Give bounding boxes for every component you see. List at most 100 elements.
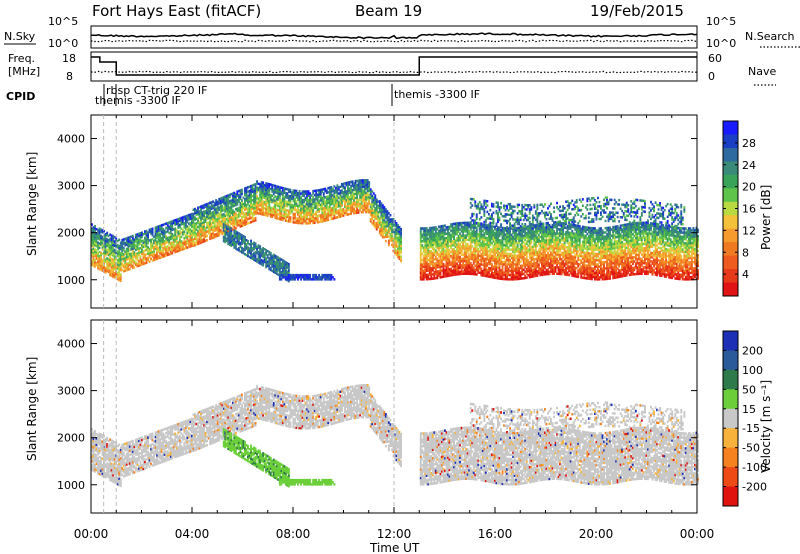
- power-cell: [504, 263, 507, 266]
- power-cell: [215, 226, 218, 230]
- power-cell: [133, 238, 136, 241]
- power-cell: [95, 253, 98, 256]
- power-cell: [215, 218, 218, 221]
- freq-label-line1: Freq.: [8, 52, 35, 65]
- power-cell: [119, 269, 122, 272]
- power-cell: [154, 228, 157, 231]
- power-cell: [386, 229, 389, 232]
- power-cell: [507, 227, 510, 230]
- power-cell: [103, 230, 105, 233]
- power-cell: [284, 194, 287, 197]
- power-cell: [498, 206, 501, 209]
- power-cell: [377, 223, 380, 227]
- power-cell: [457, 228, 460, 231]
- power-cell: [231, 209, 234, 212]
- power-cell: [104, 235, 107, 238]
- power-cell: [104, 260, 107, 264]
- power-cell: [334, 201, 337, 205]
- power-cell: [242, 211, 245, 214]
- power-cell: [110, 257, 113, 261]
- power-cell: [468, 247, 471, 250]
- power-cell: [434, 268, 437, 271]
- power-cell: [433, 270, 436, 274]
- power-cell: [315, 189, 318, 192]
- power-cell: [421, 265, 424, 268]
- power-cell: [369, 213, 372, 217]
- power-cell: [347, 208, 349, 212]
- power-cell: [419, 269, 422, 273]
- power-cell: [95, 227, 98, 231]
- power-cell: [504, 254, 507, 258]
- power-cell: [271, 209, 274, 212]
- power-cell: [268, 210, 271, 213]
- power-cell: [242, 207, 245, 210]
- power-cell: [428, 262, 431, 266]
- power-cell: [342, 210, 345, 213]
- power-cell: [315, 202, 318, 205]
- power-cell: [510, 254, 513, 258]
- power-cell: [489, 269, 492, 272]
- power-cell: [260, 248, 263, 251]
- power-cell: [522, 234, 525, 238]
- power-cell: [469, 253, 472, 256]
- power-cell: [160, 249, 163, 252]
- power-cell: [181, 233, 184, 236]
- power-cell: [319, 276, 322, 279]
- power-cell: [324, 273, 327, 277]
- power-cell: [113, 236, 116, 239]
- power-cell: [454, 226, 457, 230]
- power-cell: [106, 233, 109, 237]
- power-cell: [253, 247, 255, 251]
- power-cell: [177, 234, 180, 238]
- power-cell: [247, 194, 249, 198]
- power-cell: [209, 201, 212, 205]
- power-cell: [504, 219, 507, 222]
- power-cell: [489, 243, 492, 247]
- power-cell: [518, 256, 521, 259]
- power-cell: [492, 267, 495, 271]
- power-cell: [91, 244, 93, 247]
- power-cell: [281, 263, 284, 266]
- power-cell: [145, 246, 148, 250]
- power-cell: [95, 244, 98, 248]
- power-cell: [398, 242, 401, 246]
- power-cell: [227, 198, 230, 201]
- power-cell: [303, 276, 305, 279]
- power-cell: [437, 248, 440, 252]
- power-cell: [206, 230, 208, 233]
- power-cell: [497, 266, 499, 269]
- power-cell: [469, 232, 472, 235]
- power-cell: [162, 232, 165, 235]
- power-cell: [480, 267, 483, 270]
- power-cell: [218, 208, 221, 211]
- power-cell: [463, 257, 466, 261]
- power-cell: [281, 195, 284, 198]
- power-cell: [445, 274, 448, 278]
- power-cell: [304, 273, 307, 277]
- power-cell: [471, 234, 474, 238]
- power-cell: [253, 213, 255, 216]
- power-cell: [263, 258, 266, 262]
- power-cell: [375, 228, 378, 231]
- power-cell: [347, 213, 349, 216]
- power-cell: [287, 211, 290, 215]
- power-cell: [374, 200, 377, 204]
- power-cell: [172, 240, 175, 244]
- power-cell: [431, 239, 434, 242]
- power-cell: [360, 204, 363, 208]
- power-cell: [507, 231, 510, 234]
- power-cell: [345, 183, 348, 187]
- power-cell: [95, 261, 98, 265]
- power-cell: [233, 242, 236, 245]
- power-cell: [265, 186, 268, 189]
- power-cell: [450, 244, 452, 247]
- power-cell: [184, 236, 187, 239]
- power-cell: [200, 213, 202, 217]
- power-cell: [216, 226, 219, 229]
- power-cell: [475, 221, 478, 225]
- power-cell: [519, 275, 522, 278]
- power-cell: [277, 260, 280, 264]
- power-cell: [153, 246, 155, 249]
- power-cell: [424, 235, 427, 239]
- power-cell: [439, 240, 442, 243]
